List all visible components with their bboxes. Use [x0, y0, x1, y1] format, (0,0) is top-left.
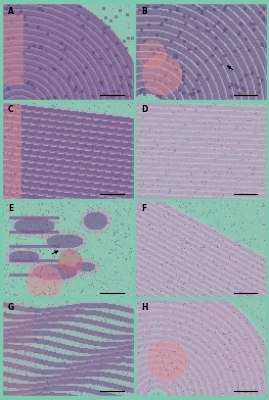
Text: D: D: [141, 106, 148, 114]
Text: H: H: [141, 303, 148, 312]
Text: A: A: [8, 7, 14, 16]
Text: F: F: [141, 204, 147, 213]
Text: E: E: [8, 204, 13, 213]
Text: G: G: [8, 303, 14, 312]
Text: B: B: [141, 7, 147, 16]
Text: C: C: [8, 106, 13, 114]
